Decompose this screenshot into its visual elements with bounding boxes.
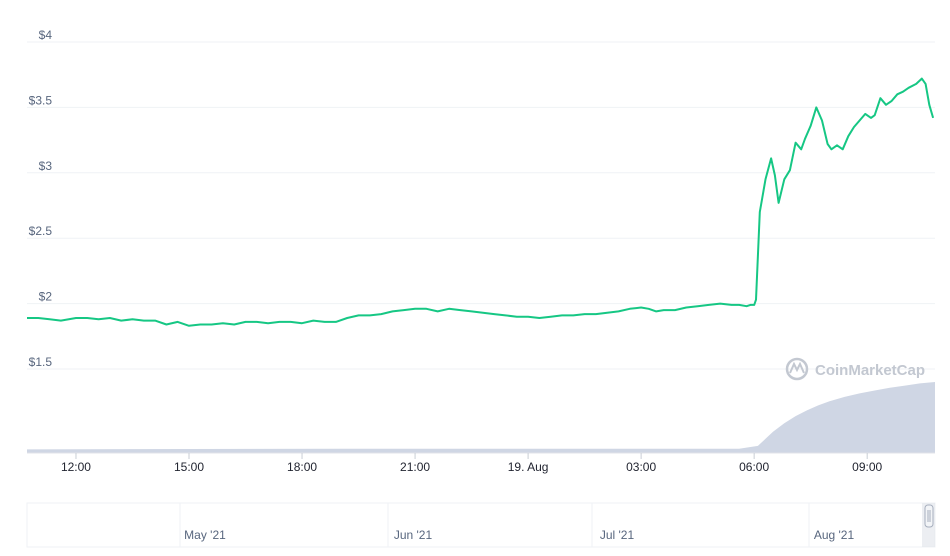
x-axis: 12:00 15:00 18:00 21:00 19. Aug 03:00 06:00 09:… (61, 453, 883, 474)
y-tick-label: $3.5 (29, 93, 53, 107)
coinmarketcap-logo-icon (785, 357, 809, 381)
x-tick-label: 15:00 (174, 460, 204, 474)
y-tick-label: $1.5 (29, 355, 53, 369)
watermark: CoinMarketCap (785, 357, 925, 381)
navigator-label: Jul '21 (600, 528, 635, 542)
y-tick-label: $3 (39, 159, 53, 173)
navigator[interactable]: May '21 Jun '21 Jul '21 Aug '21 (26, 502, 936, 548)
navigator-label: Jun '21 (394, 528, 433, 542)
grid-lines (27, 41, 935, 370)
x-tick-label: 21:00 (400, 460, 430, 474)
navigator-track[interactable] (26, 502, 936, 548)
x-tick-label: 12:00 (61, 460, 91, 474)
y-axis: $1.5 $2 $2.5 $3 $3.5 $4 (29, 28, 53, 369)
x-tick-label: 03:00 (626, 460, 656, 474)
y-tick-label: $2.5 (29, 224, 53, 238)
x-tick-label: 06:00 (739, 460, 769, 474)
x-tick-label: 18:00 (287, 460, 317, 474)
watermark-text: CoinMarketCap (815, 362, 925, 379)
y-tick-label: $4 (39, 28, 53, 42)
navigator-label: Aug '21 (814, 528, 855, 542)
x-tick-label: 09:00 (852, 460, 882, 474)
price-line (27, 77, 935, 327)
navigator-handle[interactable] (924, 504, 934, 528)
x-tick-label: 19. Aug (508, 460, 549, 474)
y-tick-label: $2 (39, 290, 53, 304)
navigator-label: May '21 (184, 528, 226, 542)
navigator-axis: May '21 Jun '21 Jul '21 Aug '21 (179, 503, 855, 547)
volume-area (27, 382, 935, 453)
